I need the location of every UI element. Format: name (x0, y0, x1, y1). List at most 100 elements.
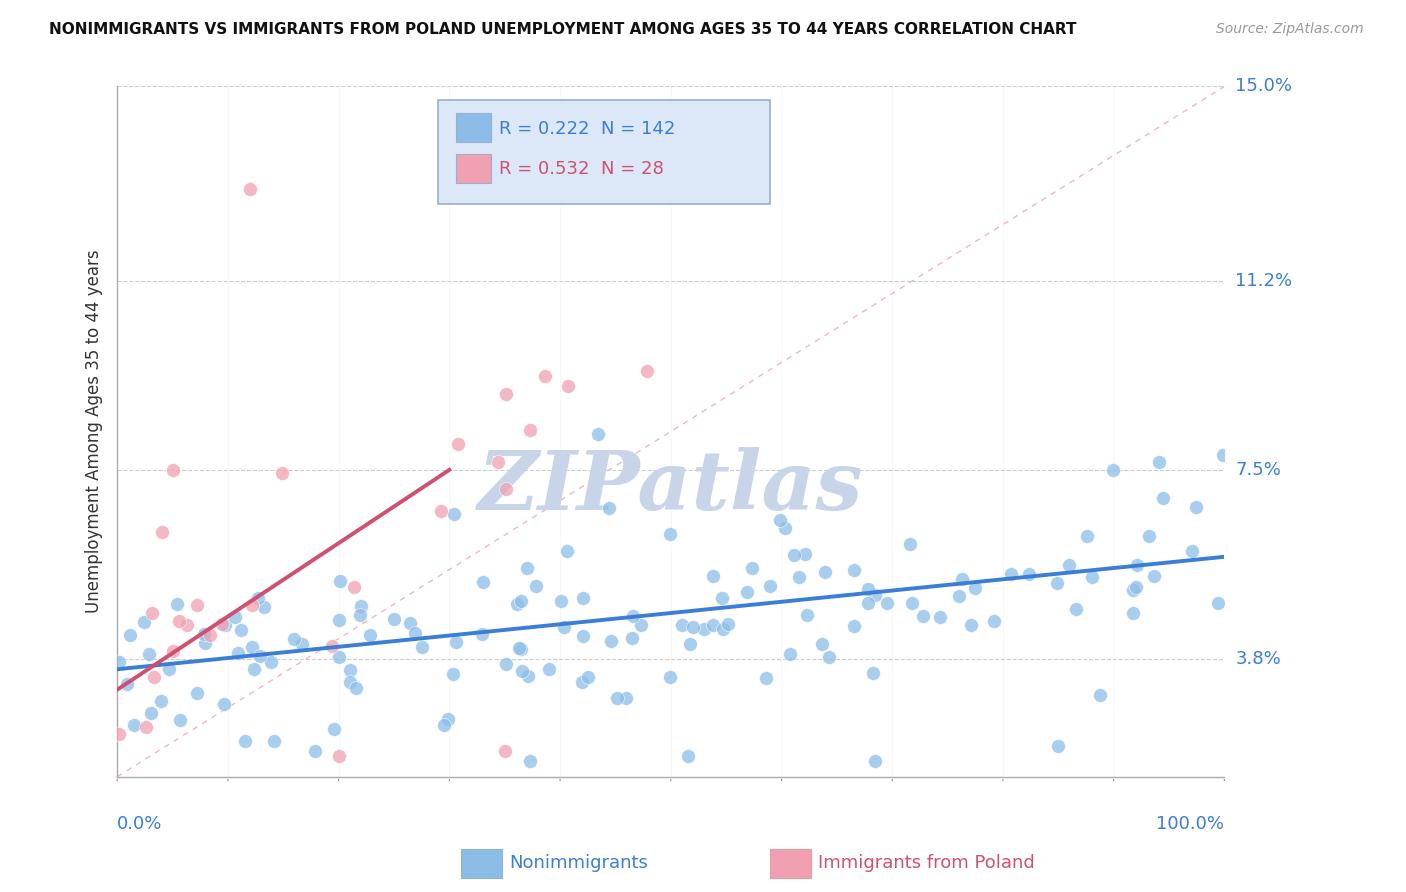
Point (212, 697, 235, 711)
Point (576, 670, 599, 684)
Point (779, 647, 801, 661)
Point (1125, 558, 1147, 573)
Point (233, 734, 256, 748)
Point (538, 662, 561, 676)
Point (1018, 567, 1040, 582)
Point (271, 466, 294, 480)
Point (304, 744, 326, 758)
FancyBboxPatch shape (456, 154, 492, 183)
Point (291, 637, 314, 651)
Text: Source: ZipAtlas.com: Source: ZipAtlas.com (1216, 22, 1364, 37)
Point (142, 671, 165, 685)
Point (211, 617, 233, 632)
Point (572, 591, 595, 605)
Point (606, 690, 628, 705)
Point (508, 640, 530, 655)
Point (162, 463, 184, 477)
Point (783, 549, 806, 563)
Point (856, 582, 879, 596)
Point (108, 727, 131, 741)
Point (141, 706, 163, 720)
Point (550, 594, 572, 608)
Text: 3.8%: 3.8% (1236, 650, 1281, 668)
Point (495, 482, 517, 496)
Point (1046, 576, 1069, 591)
Point (759, 579, 782, 593)
Point (506, 597, 529, 611)
Point (193, 627, 215, 641)
Point (115, 677, 138, 691)
Text: NONIMMIGRANTS VS IMMIGRANTS FROM POLAND UNEMPLOYMENT AMONG AGES 35 TO 44 YEARS C: NONIMMIGRANTS VS IMMIGRANTS FROM POLAND … (49, 22, 1077, 37)
Point (983, 614, 1005, 628)
Point (794, 547, 817, 561)
Point (519, 423, 541, 437)
Point (1153, 491, 1175, 505)
Point (1000, 566, 1022, 581)
Point (339, 675, 361, 690)
Text: 11.2%: 11.2% (1236, 272, 1292, 290)
Point (621, 632, 644, 646)
Text: 0.0%: 0.0% (117, 814, 163, 832)
Point (900, 536, 922, 550)
Point (711, 591, 734, 606)
Point (929, 609, 952, 624)
Point (138, 647, 160, 661)
Point (671, 618, 693, 632)
Point (229, 624, 252, 638)
Point (253, 600, 276, 615)
Text: 15.0%: 15.0% (1236, 78, 1292, 95)
Point (901, 596, 924, 610)
Point (344, 681, 367, 696)
Point (471, 627, 494, 641)
Point (862, 666, 884, 681)
Point (817, 650, 839, 665)
Point (555, 544, 578, 558)
Text: R = 0.222  N = 142: R = 0.222 N = 142 (499, 120, 675, 138)
Point (162, 644, 184, 658)
Point (963, 581, 986, 595)
Point (858, 596, 880, 610)
Point (167, 614, 190, 628)
Point (636, 364, 658, 378)
Point (1181, 544, 1204, 558)
Point (350, 599, 373, 613)
Point (557, 379, 579, 393)
Point (586, 427, 609, 442)
Point (486, 455, 509, 469)
Point (713, 622, 735, 636)
Point (775, 521, 797, 535)
Point (811, 637, 834, 651)
Point (239, 182, 262, 196)
Point (1064, 601, 1087, 615)
Point (243, 662, 266, 676)
Point (200, 628, 222, 642)
Point (1185, 500, 1208, 515)
Point (283, 632, 305, 646)
Point (533, 369, 555, 384)
Point (141, 607, 163, 621)
Point (1137, 529, 1160, 543)
Point (693, 623, 716, 637)
Point (404, 626, 426, 640)
Text: ZIPatlas: ZIPatlas (478, 447, 863, 527)
Point (240, 640, 263, 654)
Point (863, 588, 886, 602)
Point (1059, 558, 1081, 572)
Point (321, 639, 343, 653)
Point (1212, 448, 1234, 462)
Point (249, 649, 271, 664)
Point (510, 594, 533, 608)
Point (769, 513, 792, 527)
Point (509, 641, 531, 656)
Text: Immigrants from Poland: Immigrants from Poland (818, 855, 1035, 872)
Point (517, 669, 540, 683)
Point (1143, 569, 1166, 583)
Point (398, 615, 420, 630)
Text: 100.0%: 100.0% (1156, 814, 1225, 832)
Point (598, 501, 620, 516)
Point (443, 508, 465, 522)
Point (863, 754, 886, 768)
Y-axis label: Unemployment Among Ages 35 to 44 years: Unemployment Among Ages 35 to 44 years (86, 250, 103, 614)
Point (433, 718, 456, 732)
Text: Nonimmigrants: Nonimmigrants (509, 855, 648, 872)
